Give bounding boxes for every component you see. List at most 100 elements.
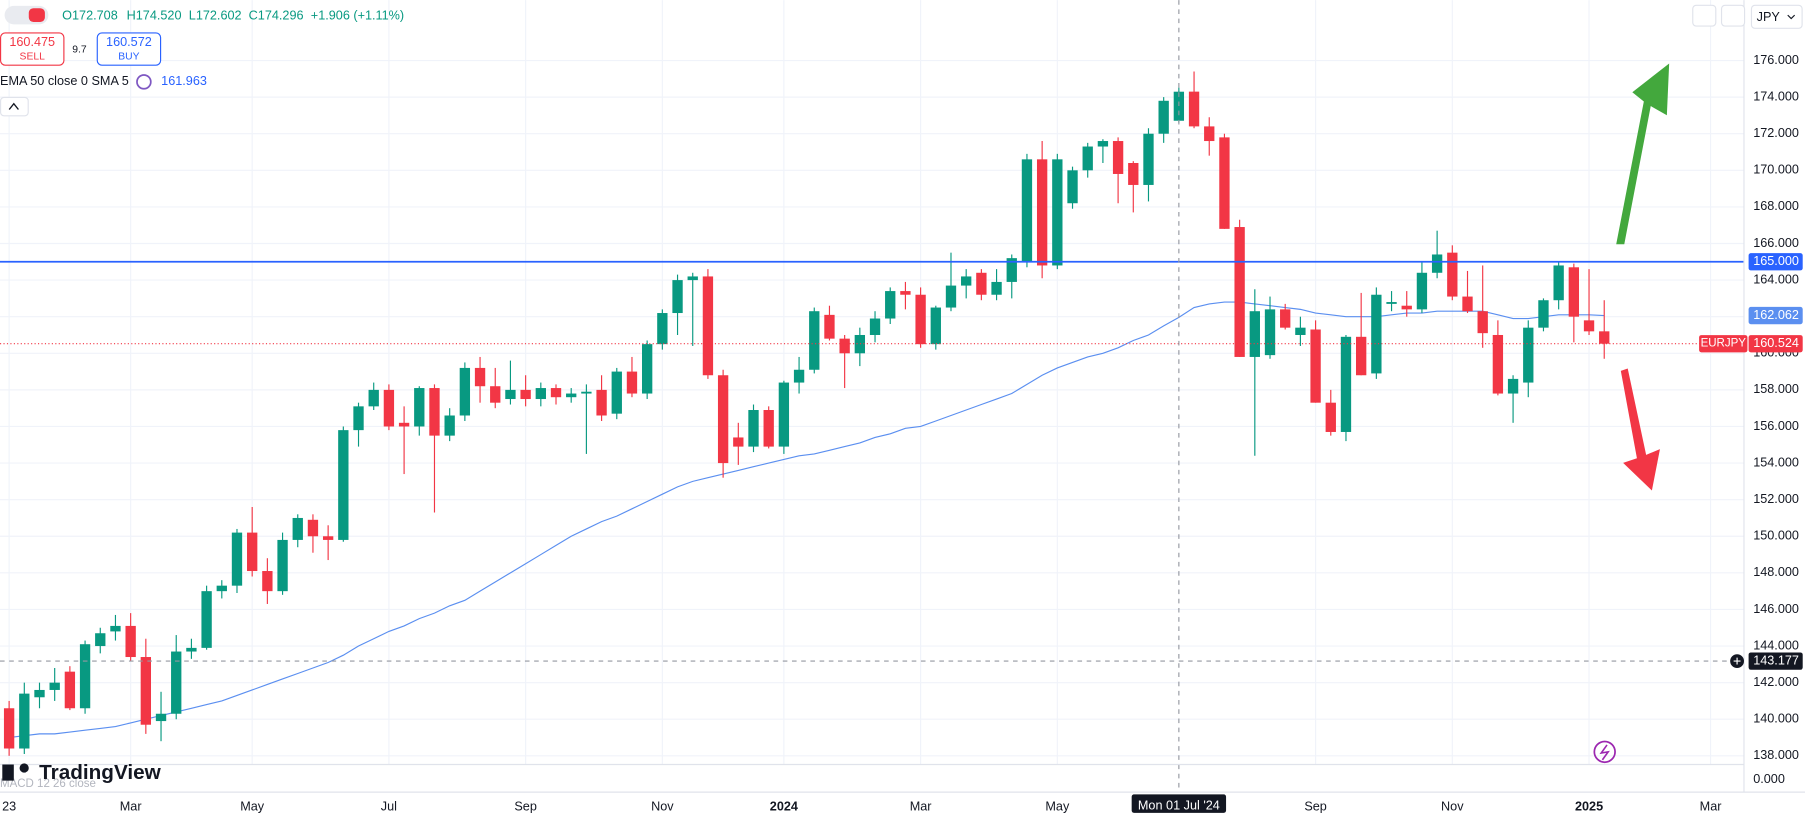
- candle-body: [444, 415, 455, 436]
- candle-body: [945, 285, 957, 308]
- candle-body: [687, 276, 698, 281]
- candle-body: [1249, 311, 1260, 357]
- y-tick-label: 166.000: [1753, 236, 1799, 250]
- download-button[interactable]: [1692, 4, 1717, 27]
- x-tick-label: 23: [2, 799, 16, 813]
- candle-body: [338, 430, 349, 540]
- ema-legend-name: EMA 50 close 0 SMA 5: [0, 74, 129, 88]
- candle-body: [1188, 91, 1200, 127]
- x-tick-label: Sep: [1304, 799, 1327, 813]
- candle-body: [930, 307, 941, 345]
- x-tick-label: Nov: [1441, 799, 1464, 813]
- last-price-label: 160.524: [1753, 336, 1799, 350]
- candle-body: [778, 382, 790, 447]
- candle-body: [155, 713, 167, 722]
- candle-body: [292, 517, 303, 540]
- alert-icon[interactable]: [1593, 740, 1616, 764]
- candle-body: [1386, 302, 1397, 304]
- candle-body: [1021, 159, 1033, 262]
- x-tick-label: Jul: [381, 799, 397, 813]
- candle-body: [1219, 137, 1230, 229]
- candle-body: [171, 651, 182, 714]
- y-tick-label: 138.000: [1753, 748, 1799, 762]
- candle-body: [1310, 329, 1321, 403]
- candle-body: [353, 406, 364, 431]
- candle-body: [1234, 227, 1245, 357]
- candle-body: [1173, 91, 1185, 121]
- candle-body: [1599, 331, 1610, 344]
- candle-body: [125, 625, 136, 658]
- candle-body: [3, 708, 15, 749]
- currency-caret: [1787, 14, 1796, 20]
- x-tick-label: 2024: [770, 799, 798, 813]
- candle-body: [307, 519, 319, 537]
- x-tick-label: 2025: [1575, 799, 1603, 813]
- candle-body: [854, 334, 866, 354]
- legend-low: L172.602: [189, 9, 242, 23]
- ema-last-label: 162.062: [1753, 308, 1799, 322]
- candle-body: [520, 389, 531, 400]
- candle-body: [19, 693, 30, 749]
- legend-high: H174.520: [127, 9, 182, 23]
- candle-body: [763, 410, 774, 447]
- candle-body: [672, 280, 683, 314]
- candle-body: [1538, 300, 1549, 328]
- spread: 9.7: [72, 44, 87, 55]
- down-arrow: [1620, 368, 1660, 491]
- candle-body: [368, 389, 379, 407]
- candle-body: [1128, 162, 1139, 185]
- candle-body: [596, 389, 607, 416]
- y-tick-label: 156.000: [1753, 419, 1799, 433]
- candle-body: [717, 375, 729, 464]
- crosshair-x-label: Mon 01 Jul '24: [1138, 798, 1220, 812]
- candle-body: [626, 371, 638, 394]
- sell-button[interactable]: [0, 32, 65, 66]
- candle-body: [429, 388, 440, 436]
- currency: JPY: [1757, 10, 1781, 24]
- candle-body: [915, 294, 926, 345]
- currency-select[interactable]: [1750, 4, 1803, 29]
- refresh-button[interactable]: [1720, 4, 1746, 27]
- y-tick-label: 176.000: [1753, 53, 1799, 67]
- candle-body: [1295, 327, 1306, 335]
- candle-body: [1477, 311, 1488, 334]
- y-tick-label: 144.000: [1753, 638, 1799, 652]
- candle-body: [1325, 402, 1336, 432]
- candle-body: [1447, 252, 1458, 297]
- candle-body: [839, 338, 850, 354]
- candle-body: [231, 532, 243, 586]
- candle-body: [885, 291, 896, 319]
- macd-legend: MACD 12 26 close: [0, 778, 96, 790]
- ema-legend-value: 161.963: [161, 74, 207, 88]
- candle-body: [1462, 296, 1473, 312]
- candle-body: [702, 276, 714, 376]
- crosshair-y-label-box: [1748, 652, 1803, 670]
- legend-change: +1.906 (+1.11%): [311, 9, 404, 23]
- y-tick-label: 172.000: [1753, 126, 1799, 140]
- ema-settings-icon[interactable]: [136, 74, 152, 90]
- y-tick-label: 164.000: [1753, 272, 1799, 286]
- y-tick-label: 140.000: [1753, 712, 1799, 726]
- candle-body: [733, 437, 744, 447]
- y-tick-label: 142.000: [1753, 675, 1799, 689]
- candle-body: [1553, 265, 1564, 301]
- candle-body: [1143, 133, 1154, 185]
- y-tick-label: 152.000: [1753, 492, 1799, 506]
- buy-price: 160.572: [106, 35, 152, 49]
- candle-body: [247, 532, 258, 572]
- candle-body: [34, 689, 45, 698]
- collapse-button[interactable]: [0, 96, 29, 117]
- buy-button[interactable]: [96, 32, 162, 66]
- candle-body: [1204, 126, 1215, 142]
- crosshair-y-label: 143.177: [1753, 653, 1799, 667]
- plot: [0, 0, 1744, 793]
- candle-body: [641, 344, 653, 394]
- candle-body: [505, 389, 516, 400]
- up-arrow: [1616, 63, 1670, 245]
- candle-body: [1507, 378, 1519, 394]
- symbol-tag-box: [1699, 335, 1748, 353]
- candle-body: [581, 391, 592, 394]
- candle-body: [79, 644, 91, 709]
